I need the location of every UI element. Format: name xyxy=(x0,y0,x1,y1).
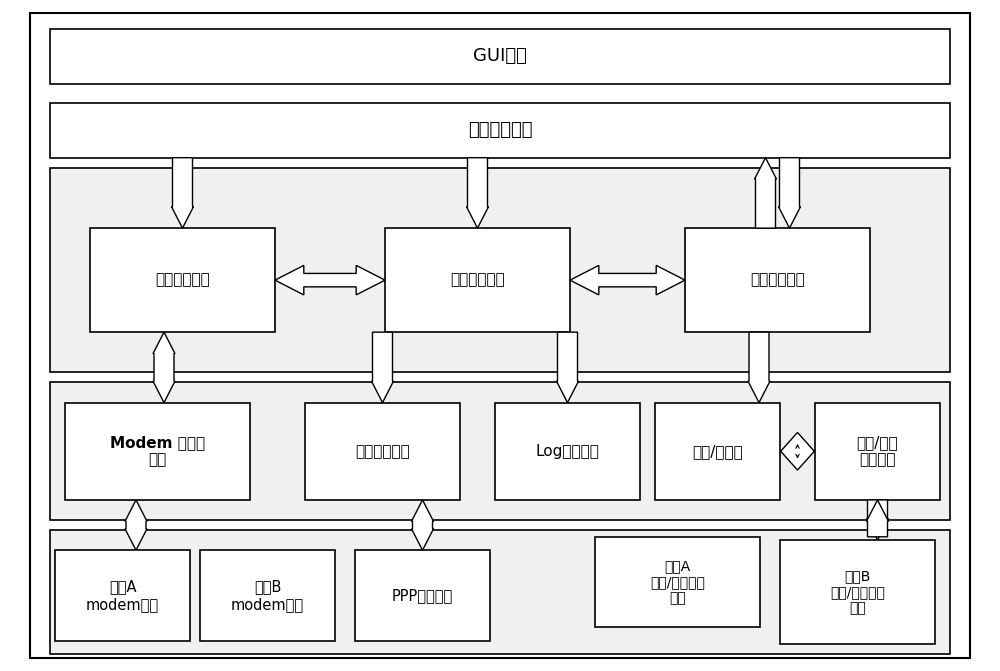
Text: 编码/解码器: 编码/解码器 xyxy=(692,444,743,459)
Polygon shape xyxy=(466,158,489,228)
Polygon shape xyxy=(125,500,147,550)
Bar xyxy=(55,550,190,641)
Bar xyxy=(780,540,935,644)
Bar xyxy=(65,403,250,500)
Polygon shape xyxy=(172,158,194,228)
Text: 厂家B
modem控制: 厂家B modem控制 xyxy=(231,579,304,612)
Bar xyxy=(200,550,335,641)
Polygon shape xyxy=(866,500,889,537)
Polygon shape xyxy=(372,332,394,403)
Text: Modem 识别与
管理: Modem 识别与 管理 xyxy=(110,435,205,468)
Polygon shape xyxy=(275,265,385,295)
Polygon shape xyxy=(781,432,814,470)
Text: 型号A
视频/音频采集
控制: 型号A 视频/音频采集 控制 xyxy=(650,559,705,605)
Bar xyxy=(305,403,460,500)
Bar xyxy=(90,228,275,332)
Bar xyxy=(355,550,490,641)
Text: 数据传送控制: 数据传送控制 xyxy=(450,272,505,288)
Bar xyxy=(685,228,870,332)
Polygon shape xyxy=(748,332,770,403)
Bar xyxy=(50,29,950,84)
Polygon shape xyxy=(556,332,578,403)
Text: 网络切换控制: 网络切换控制 xyxy=(155,272,210,288)
Polygon shape xyxy=(412,500,434,550)
Bar xyxy=(655,403,780,500)
Text: 自动拨号管理: 自动拨号管理 xyxy=(355,444,410,459)
Text: PPP拨号控制: PPP拨号控制 xyxy=(392,588,453,603)
Polygon shape xyxy=(570,265,685,295)
Polygon shape xyxy=(866,500,889,540)
Text: GUI控制: GUI控制 xyxy=(473,48,527,65)
Bar xyxy=(815,403,940,500)
Text: 厂家A
modem控制: 厂家A modem控制 xyxy=(86,579,159,612)
Text: 网络协议控制: 网络协议控制 xyxy=(750,272,805,288)
Bar xyxy=(385,228,570,332)
Bar xyxy=(50,168,950,372)
Bar xyxy=(595,537,760,627)
Bar xyxy=(495,403,640,500)
Bar xyxy=(50,103,950,158)
Bar xyxy=(50,382,950,520)
Text: 型号B
视频/音频采集
控制: 型号B 视频/音频采集 控制 xyxy=(830,569,885,615)
Text: Log记录控制: Log记录控制 xyxy=(536,444,599,459)
Text: 视频/音频
采集管理: 视频/音频 采集管理 xyxy=(857,435,898,468)
Polygon shape xyxy=(779,158,801,228)
Polygon shape xyxy=(153,332,175,403)
Text: 业务逻辑控制: 业务逻辑控制 xyxy=(468,121,532,139)
Bar xyxy=(50,530,950,654)
Polygon shape xyxy=(755,158,777,228)
